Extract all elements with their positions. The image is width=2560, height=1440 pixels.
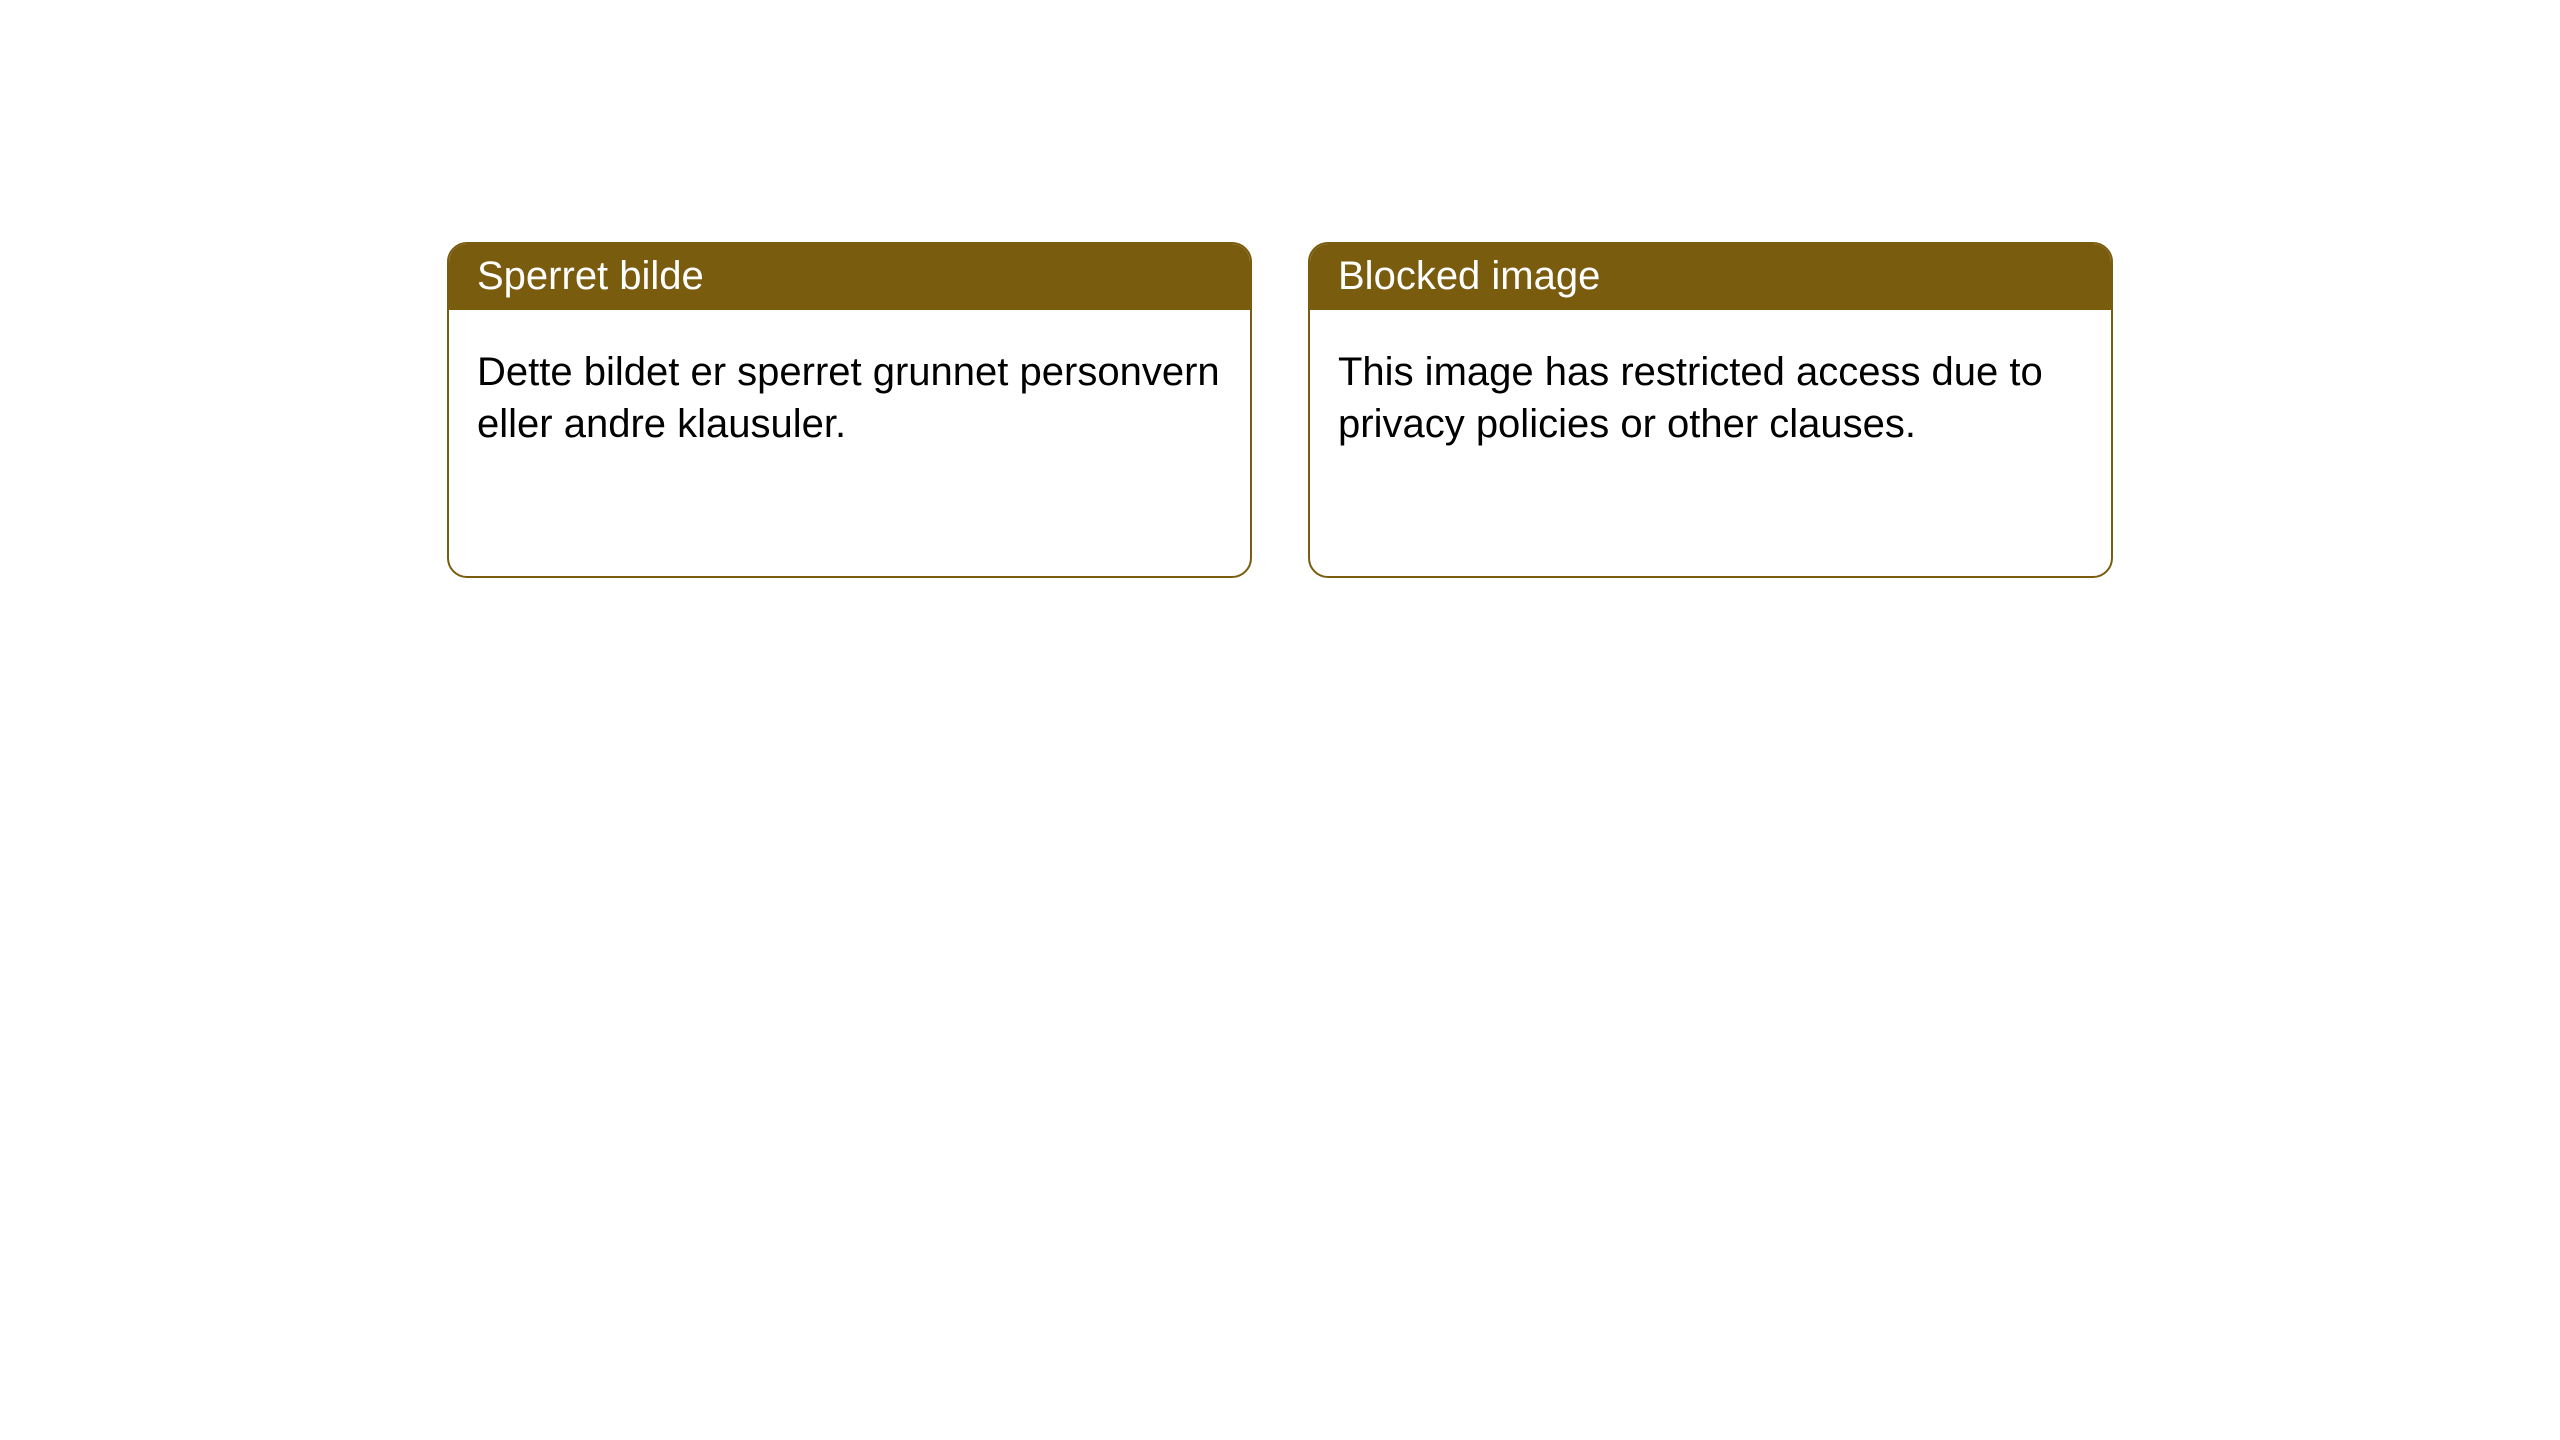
notice-title: Blocked image [1338,254,1600,298]
notice-header: Blocked image [1310,244,2111,310]
notice-title: Sperret bilde [477,254,704,298]
notice-cards-container: Sperret bilde Dette bildet er sperret gr… [447,242,2113,578]
notice-card-norwegian: Sperret bilde Dette bildet er sperret gr… [447,242,1252,578]
notice-body-text: Dette bildet er sperret grunnet personve… [477,350,1220,446]
notice-header: Sperret bilde [449,244,1250,310]
notice-body-text: This image has restricted access due to … [1338,350,2043,446]
notice-body: Dette bildet er sperret grunnet personve… [449,310,1250,478]
notice-card-english: Blocked image This image has restricted … [1308,242,2113,578]
notice-body: This image has restricted access due to … [1310,310,2111,478]
